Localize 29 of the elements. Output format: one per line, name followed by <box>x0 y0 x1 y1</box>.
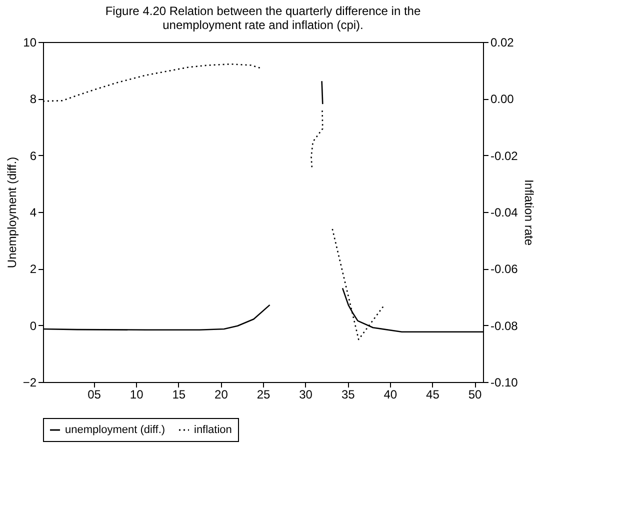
legend-label: inflation <box>194 424 232 436</box>
y-tick-label: 4 <box>30 206 37 220</box>
y2-axis-title: Inflation rate <box>522 179 536 246</box>
y2-tick-label: 0.02 <box>490 36 514 50</box>
y2-tick-label: -0.10 <box>490 376 518 390</box>
y-tick-label: −2 <box>22 376 37 390</box>
y-tick-label: 0 <box>30 318 37 333</box>
x-tick-label: 35 <box>341 388 356 402</box>
x-tick-label: 40 <box>384 388 398 402</box>
x-tick-label: 50 <box>468 388 482 402</box>
y-tick-label: 6 <box>30 148 37 163</box>
y-tick-label: 2 <box>30 262 37 276</box>
x-tick-label: 25 <box>256 388 270 402</box>
y2-tick-label: -0.04 <box>490 206 518 220</box>
y2-tick-label: -0.06 <box>490 262 518 276</box>
y-tick-label: 8 <box>30 92 37 106</box>
y-tick-label: 10 <box>23 36 37 50</box>
x-tick-label: 05 <box>88 388 102 402</box>
x-tick-label: 45 <box>426 388 440 402</box>
y2-tick-label: -0.02 <box>490 148 518 163</box>
x-tick-label: 30 <box>299 388 313 402</box>
chart-title: Figure 4.20 Relation between the quarterly difference in the unemployment rate and inflation (cpi). <box>105 4 421 32</box>
x-tick-label: 15 <box>172 388 186 402</box>
y2-tick-label: 0.00 <box>490 92 514 106</box>
x-tick-label: 10 <box>130 388 144 402</box>
legend-label: unemployment (diff.) <box>65 424 166 436</box>
y-axis-title: Unemployment (diff.) <box>4 156 19 268</box>
y2-tick-label: -0.08 <box>490 318 518 333</box>
x-tick-label: 20 <box>214 388 228 402</box>
